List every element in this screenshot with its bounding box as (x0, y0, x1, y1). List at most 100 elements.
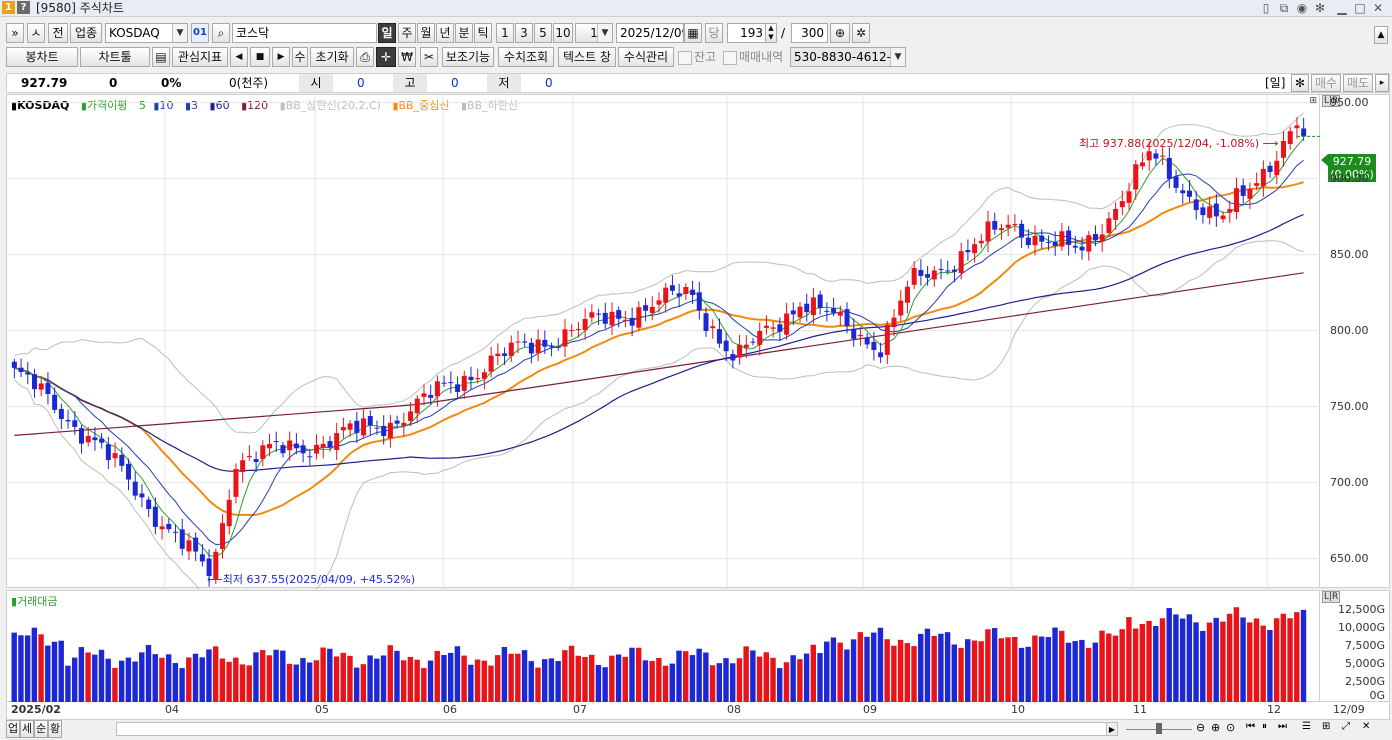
market-select[interactable]: KOSDAQ ▼ (105, 23, 188, 43)
count-field[interactable]: 193 (727, 23, 767, 43)
candle-body (763, 325, 769, 328)
bottom-tab-3[interactable]: 황 (48, 720, 62, 738)
first-icon[interactable]: ⏮ (1246, 721, 1255, 732)
bottom-tab-0[interactable]: 업 (6, 720, 20, 738)
volume-bar (535, 667, 541, 702)
settings-icon[interactable]: ✻ (1314, 1, 1326, 15)
volume-plot[interactable] (7, 591, 1321, 703)
candle-body (220, 523, 226, 549)
crosshair-icon[interactable]: ✛ (376, 47, 396, 67)
last-icon[interactable]: ⏭ (1278, 721, 1287, 732)
interval-button-1[interactable]: 3 (515, 23, 533, 43)
zoom-icon[interactable]: ⊕ (830, 23, 850, 43)
bottom-tab-1[interactable]: 세 (20, 720, 34, 738)
formula-manage-button[interactable]: 수식관리 (618, 47, 674, 67)
grid-icon[interactable]: ⊞ (1322, 721, 1331, 732)
candle-body (817, 294, 823, 308)
candle-body (871, 341, 877, 350)
scale-toggle-icon[interactable]: ⊞ (1309, 96, 1317, 106)
period-button-0[interactable]: 일 (378, 23, 396, 43)
collapse-icon[interactable]: ▲ (1374, 26, 1388, 44)
account-select[interactable]: 530-8830-4612-0 ▼ (790, 47, 906, 67)
text-window-button[interactable]: 텍스트 창 (558, 47, 616, 67)
interval-button-0[interactable]: 1 (496, 23, 514, 43)
panel-toggle-icon[interactable]: ▸ (1375, 74, 1389, 92)
zoom-out-icon[interactable]: ⊖ (1196, 721, 1206, 734)
zoom-slider-thumb[interactable] (1156, 723, 1162, 734)
interval-select[interactable]: 1 ▼ (575, 23, 613, 43)
period-button-1[interactable]: 주 (398, 23, 416, 43)
target-icon[interactable]: ⊙ (1226, 721, 1236, 734)
date-field[interactable]: 2025/12/09 (616, 23, 684, 43)
gear-icon[interactable]: ✲ (852, 23, 870, 43)
cursor-icon[interactable]: ₩ (398, 47, 416, 67)
prev-button[interactable]: » (6, 23, 24, 43)
volume-bar (118, 660, 125, 702)
zoom-in-icon[interactable]: ⊕ (1211, 721, 1221, 734)
help-badge[interactable]: ? (17, 1, 30, 14)
count-spinner[interactable]: ▲ ▼ (765, 23, 777, 43)
chevron-down-icon[interactable]: ▼ (597, 24, 612, 42)
all-button[interactable]: 전 (48, 23, 68, 43)
candle-chart-button[interactable]: 봉차트 (6, 47, 78, 67)
stop-icon[interactable]: ■ (250, 47, 270, 67)
scroll-left-icon[interactable]: ◀ (230, 47, 248, 67)
candle-body (992, 220, 998, 230)
reset-button[interactable]: 초기화 (310, 47, 354, 67)
volume-bar (1038, 636, 1045, 702)
interest-indicator-button[interactable]: 관심지표 (172, 47, 228, 67)
candle-body (1240, 185, 1246, 196)
horizontal-scrollbar[interactable] (116, 722, 1116, 736)
period-button-3[interactable]: 년 (436, 23, 454, 43)
price-plot[interactable] (7, 95, 1321, 589)
volume-chart[interactable]: ▮거래대금 (6, 590, 1320, 702)
volume-bar (622, 656, 628, 702)
max-count-field[interactable]: 300 (791, 23, 828, 43)
interval-button-3[interactable]: 10 (553, 23, 573, 43)
camera-icon[interactable]: ◉ (1296, 1, 1308, 15)
close-panel-icon[interactable]: ✕ (1362, 721, 1371, 732)
pause-icon[interactable]: ⏸ (1262, 721, 1267, 732)
balance-checkbox[interactable] (678, 51, 692, 65)
link-icon[interactable]: ⧉ (1279, 1, 1289, 15)
calendar-icon[interactable]: ▦ (684, 23, 702, 43)
buy-button[interactable]: 매수 (1311, 74, 1341, 92)
volume-bar (837, 642, 843, 702)
price-chart[interactable]: ▮KOSDAQ ▮가격이평 5 ▮10 ▮3 ▮60 ▮120 ▮BB_상한선(… (6, 94, 1321, 589)
search-icon[interactable]: ⌕ (212, 23, 230, 43)
list-icon[interactable]: ☰ (1302, 721, 1311, 732)
lr-toggle[interactable]: L|R (1322, 95, 1341, 107)
current-button[interactable]: 당 (705, 23, 723, 43)
zoom-slider[interactable] (1126, 722, 1192, 736)
chart-tool-button[interactable]: 차트툴 (80, 47, 150, 67)
scroll-right-icon[interactable]: ▶ (272, 47, 290, 67)
chevron-down-icon[interactable]: ▼ (172, 24, 187, 42)
numeric-query-button[interactable]: 수치조회 (498, 47, 554, 67)
close-icon[interactable]: ✕ (1372, 1, 1384, 15)
sell-button[interactable]: 매도 (1343, 74, 1373, 92)
maximize-icon[interactable]: □ (1354, 1, 1366, 15)
save-icon[interactable]: ▤ (152, 47, 170, 67)
code-type-button[interactable]: 01 (191, 23, 209, 43)
candle-body (810, 297, 816, 316)
settings-icon[interactable]: ✻ (1291, 74, 1309, 92)
scroll-right-arrow[interactable]: ▶ (1106, 722, 1118, 736)
expand-icon[interactable]: ⤢ (1342, 721, 1350, 732)
up-button[interactable]: ㅅ (27, 23, 45, 43)
sector-button[interactable]: 업종 (70, 23, 102, 43)
period-button-2[interactable]: 월 (417, 23, 435, 43)
print-icon[interactable]: ⎙ (356, 47, 374, 67)
minimize-icon[interactable]: ▁ (1337, 1, 1347, 15)
interval-button-2[interactable]: 5 (534, 23, 552, 43)
bottom-tab-2[interactable]: 순 (34, 720, 48, 738)
su-button[interactable]: 수 (292, 47, 308, 67)
chevron-down-icon[interactable]: ▼ (890, 48, 905, 66)
lr-toggle[interactable]: L|R (1322, 591, 1341, 603)
scissors-icon[interactable]: ✂ (420, 47, 438, 67)
aux-function-button[interactable]: 보조기능 (442, 47, 494, 67)
period-button-4[interactable]: 분 (455, 23, 473, 43)
period-button-5[interactable]: 틱 (474, 23, 492, 43)
trades-checkbox[interactable] (723, 51, 737, 65)
stock-name-field[interactable]: 코스닥 (232, 23, 377, 43)
memo-icon[interactable]: ▯ (1262, 1, 1270, 15)
